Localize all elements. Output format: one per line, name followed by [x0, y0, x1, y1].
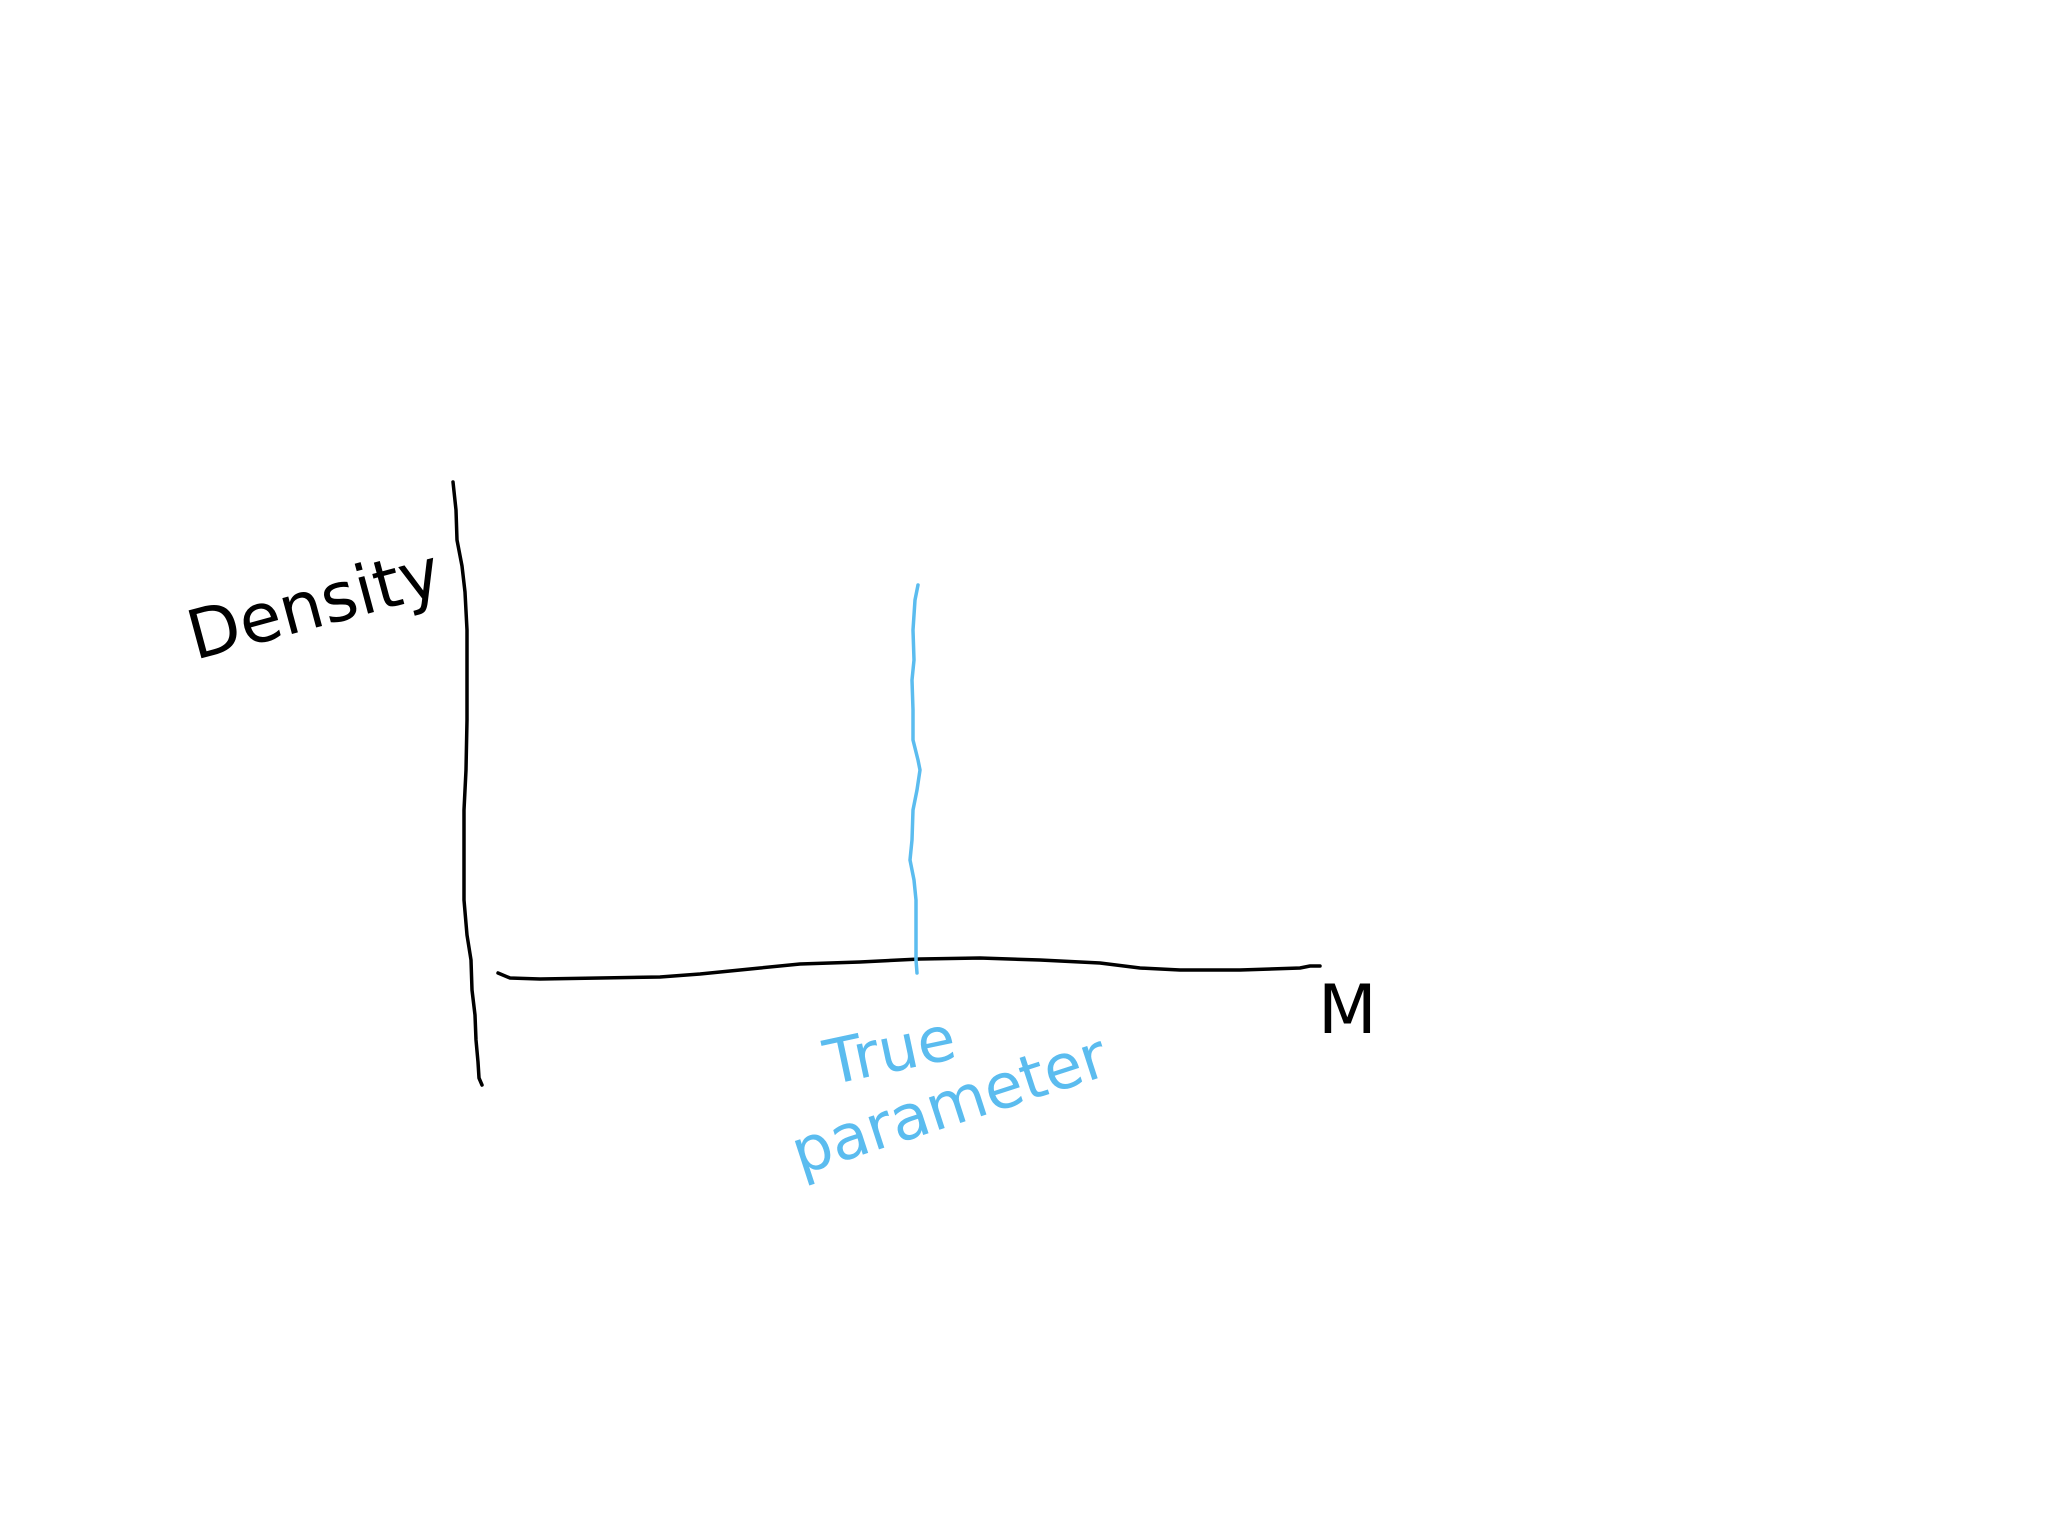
- y-axis-line: [451, 480, 484, 1087]
- x-axis-label: M: [1318, 971, 1377, 1050]
- true-parameter-line: [908, 583, 922, 975]
- y-axis-label: Density: [179, 533, 449, 676]
- x-axis-line: [496, 956, 1322, 981]
